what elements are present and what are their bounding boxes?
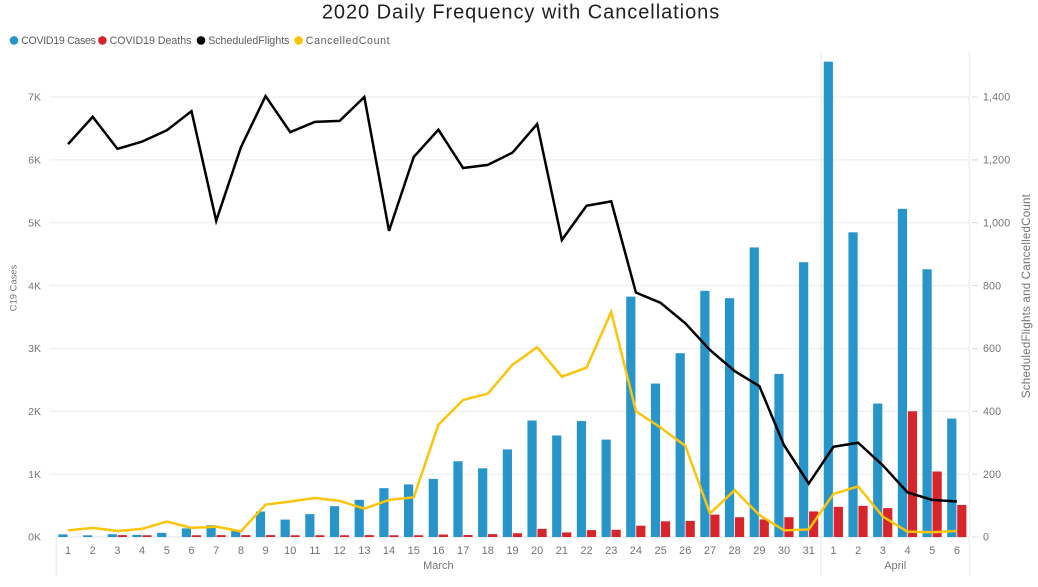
svg-text:COVID19 Cases: COVID19 Cases xyxy=(21,35,95,47)
svg-text:2020 Daily Frequency with Canc: 2020 Daily Frequency with Cancellations xyxy=(322,2,720,24)
svg-text:5: 5 xyxy=(164,545,170,557)
svg-text:11: 11 xyxy=(309,545,320,557)
svg-text:13: 13 xyxy=(358,545,370,557)
svg-text:4: 4 xyxy=(139,545,145,557)
svg-text:5: 5 xyxy=(929,545,935,557)
svg-text:1,200: 1,200 xyxy=(983,155,1010,167)
svg-text:18: 18 xyxy=(482,545,494,557)
svg-text:17: 17 xyxy=(457,545,469,557)
svg-text:5K: 5K xyxy=(28,217,41,229)
svg-text:2K: 2K xyxy=(28,406,41,418)
svg-text:April: April xyxy=(884,560,906,572)
svg-text:3: 3 xyxy=(114,545,120,557)
svg-text:COVID19 Deaths: COVID19 Deaths xyxy=(110,35,192,47)
svg-text:ScheduledFlights: ScheduledFlights xyxy=(208,35,289,47)
svg-text:22: 22 xyxy=(580,545,592,557)
svg-text:March: March xyxy=(423,560,454,572)
svg-text:7: 7 xyxy=(213,545,219,557)
svg-text:27: 27 xyxy=(704,545,716,557)
svg-text:2: 2 xyxy=(855,545,861,557)
svg-text:CancelledCount: CancelledCount xyxy=(306,35,390,47)
svg-text:0: 0 xyxy=(983,532,989,544)
svg-text:6K: 6K xyxy=(28,155,41,167)
svg-text:1: 1 xyxy=(830,545,836,557)
svg-text:15: 15 xyxy=(408,545,420,557)
svg-text:24: 24 xyxy=(630,545,642,557)
svg-text:4: 4 xyxy=(904,545,910,557)
svg-text:10: 10 xyxy=(284,545,296,557)
svg-text:1,000: 1,000 xyxy=(983,217,1010,229)
svg-text:3K: 3K xyxy=(28,343,41,355)
svg-text:200: 200 xyxy=(983,469,1001,481)
svg-text:25: 25 xyxy=(654,545,666,557)
svg-text:1,400: 1,400 xyxy=(983,92,1010,104)
svg-text:23: 23 xyxy=(605,545,617,557)
svg-text:14: 14 xyxy=(383,545,395,557)
svg-text:29: 29 xyxy=(753,545,765,557)
svg-text:6: 6 xyxy=(954,545,960,557)
svg-text:30: 30 xyxy=(778,545,790,557)
svg-text:9: 9 xyxy=(263,545,269,557)
svg-text:3: 3 xyxy=(880,545,886,557)
svg-text:28: 28 xyxy=(729,545,741,557)
svg-text:19: 19 xyxy=(506,545,518,557)
svg-text:4K: 4K xyxy=(28,280,41,292)
svg-text:20: 20 xyxy=(531,545,543,557)
svg-text:C19 Cases: C19 Cases xyxy=(8,265,19,312)
svg-text:1K: 1K xyxy=(28,469,41,481)
svg-text:1: 1 xyxy=(65,545,71,557)
svg-text:600: 600 xyxy=(983,343,1001,355)
svg-text:12: 12 xyxy=(334,545,346,557)
svg-text:7K: 7K xyxy=(28,92,41,104)
svg-text:2: 2 xyxy=(90,545,96,557)
svg-text:31: 31 xyxy=(803,545,815,557)
svg-text:26: 26 xyxy=(679,545,691,557)
svg-text:21: 21 xyxy=(556,545,568,557)
svg-text:8: 8 xyxy=(238,545,244,557)
svg-text:400: 400 xyxy=(983,406,1001,418)
svg-text:ScheduledFlights and Cancelled: ScheduledFlights and CancelledCount xyxy=(1020,193,1033,398)
svg-text:6: 6 xyxy=(188,545,194,557)
svg-text:16: 16 xyxy=(432,545,444,557)
svg-text:0K: 0K xyxy=(28,532,41,544)
svg-text:800: 800 xyxy=(983,280,1001,292)
